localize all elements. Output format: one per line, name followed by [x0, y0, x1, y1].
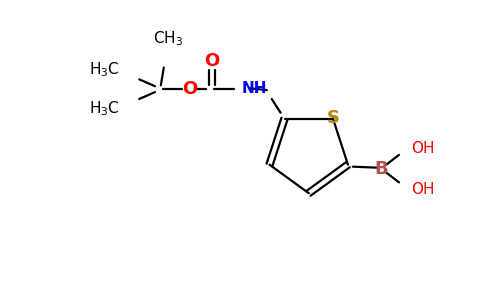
Text: O: O: [182, 80, 197, 98]
Text: NH: NH: [242, 81, 267, 96]
Text: H$_3$C: H$_3$C: [89, 99, 120, 118]
Text: OH: OH: [411, 182, 434, 197]
Text: S: S: [327, 109, 339, 127]
Text: B: B: [375, 160, 388, 178]
Text: O: O: [204, 52, 220, 70]
Text: OH: OH: [411, 140, 434, 155]
Text: H$_3$C: H$_3$C: [89, 60, 120, 79]
Text: CH$_3$: CH$_3$: [152, 29, 183, 48]
